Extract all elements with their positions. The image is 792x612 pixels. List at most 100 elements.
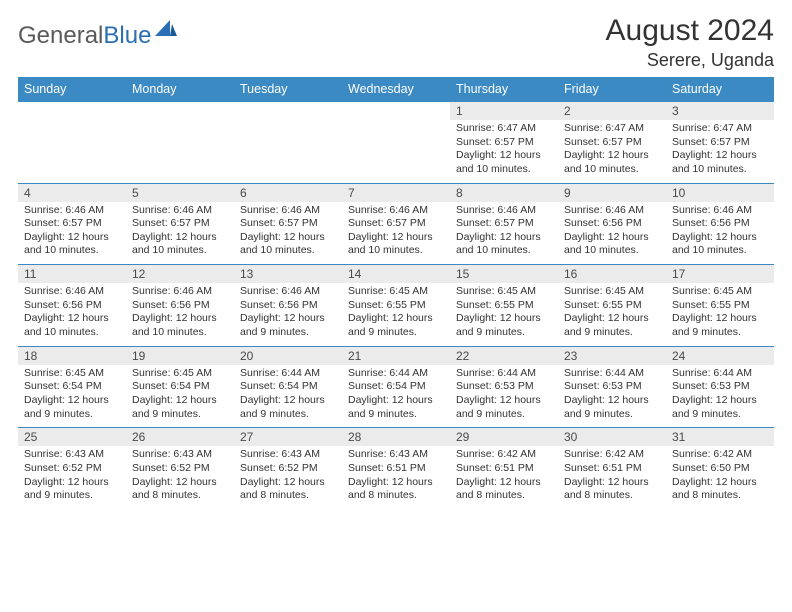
day-details: Sunrise: 6:45 AMSunset: 6:55 PMDaylight:… [450, 283, 558, 346]
sun-info-line: Sunset: 6:51 PM [564, 462, 660, 476]
sun-info-line: Sunrise: 6:43 AM [348, 448, 444, 462]
day-cell-body: Sunrise: 6:46 AMSunset: 6:57 PMDaylight:… [234, 202, 342, 265]
sun-info-line: Sunset: 6:51 PM [456, 462, 552, 476]
sun-info-line: Sunset: 6:55 PM [456, 299, 552, 313]
sun-info-line: Sunrise: 6:46 AM [564, 204, 660, 218]
sun-info-line: Sunset: 6:56 PM [564, 217, 660, 231]
sun-info-line: Daylight: 12 hours and 8 minutes. [456, 476, 552, 503]
day-details: Sunrise: 6:47 AMSunset: 6:57 PMDaylight:… [450, 120, 558, 183]
week-daynum-row: 18192021222324 [18, 346, 774, 365]
day-details: Sunrise: 6:44 AMSunset: 6:54 PMDaylight:… [342, 365, 450, 428]
day-cell-body: Sunrise: 6:43 AMSunset: 6:52 PMDaylight:… [126, 446, 234, 509]
sun-info-line: Daylight: 12 hours and 10 minutes. [132, 231, 228, 258]
sun-info-line: Daylight: 12 hours and 8 minutes. [564, 476, 660, 503]
day-cell-num: 12 [126, 265, 234, 284]
sun-info-line: Sunrise: 6:45 AM [24, 367, 120, 381]
day-cell-num: 11 [18, 265, 126, 284]
day-details [126, 120, 234, 180]
day-header: Monday [126, 77, 234, 102]
day-cell-body [234, 120, 342, 183]
sun-info-line: Sunrise: 6:44 AM [672, 367, 768, 381]
sun-info-line: Sunset: 6:55 PM [564, 299, 660, 313]
sun-info-line: Sunset: 6:57 PM [132, 217, 228, 231]
sun-info-line: Sunrise: 6:44 AM [456, 367, 552, 381]
sun-info-line: Daylight: 12 hours and 10 minutes. [564, 149, 660, 176]
day-cell-num: 4 [18, 183, 126, 202]
sun-info-line: Sunrise: 6:46 AM [132, 204, 228, 218]
day-cell-num: 17 [666, 265, 774, 284]
sun-info-line: Sunrise: 6:45 AM [348, 285, 444, 299]
day-number: 9 [558, 184, 666, 202]
sun-info-line: Daylight: 12 hours and 9 minutes. [348, 312, 444, 339]
day-cell-num: 6 [234, 183, 342, 202]
sun-info-line: Daylight: 12 hours and 10 minutes. [24, 312, 120, 339]
sun-info-line: Sunrise: 6:43 AM [132, 448, 228, 462]
week-body-row: Sunrise: 6:46 AMSunset: 6:56 PMDaylight:… [18, 283, 774, 346]
day-details: Sunrise: 6:46 AMSunset: 6:56 PMDaylight:… [18, 283, 126, 346]
sun-info-line: Daylight: 12 hours and 9 minutes. [24, 476, 120, 503]
calendar-page: GeneralBlue August 2024 Serere, Uganda S… [0, 0, 792, 519]
day-details: Sunrise: 6:42 AMSunset: 6:50 PMDaylight:… [666, 446, 774, 509]
sun-info-line: Sunrise: 6:46 AM [240, 285, 336, 299]
day-number: 5 [126, 184, 234, 202]
sun-info-line: Sunrise: 6:42 AM [564, 448, 660, 462]
day-cell-body: Sunrise: 6:42 AMSunset: 6:51 PMDaylight:… [450, 446, 558, 509]
day-cell-num [342, 102, 450, 121]
sun-info-line: Daylight: 12 hours and 9 minutes. [240, 312, 336, 339]
day-details: Sunrise: 6:43 AMSunset: 6:52 PMDaylight:… [126, 446, 234, 509]
day-cell-num: 16 [558, 265, 666, 284]
day-details [342, 120, 450, 180]
day-cell-body: Sunrise: 6:45 AMSunset: 6:54 PMDaylight:… [126, 365, 234, 428]
day-details: Sunrise: 6:46 AMSunset: 6:56 PMDaylight:… [666, 202, 774, 265]
day-cell-num: 27 [234, 428, 342, 447]
logo: GeneralBlue [18, 20, 177, 51]
day-cell-body: Sunrise: 6:46 AMSunset: 6:56 PMDaylight:… [126, 283, 234, 346]
day-cell-body: Sunrise: 6:47 AMSunset: 6:57 PMDaylight:… [450, 120, 558, 183]
day-details: Sunrise: 6:44 AMSunset: 6:54 PMDaylight:… [234, 365, 342, 428]
day-details: Sunrise: 6:43 AMSunset: 6:52 PMDaylight:… [18, 446, 126, 509]
sun-info-line: Sunset: 6:52 PM [132, 462, 228, 476]
day-details: Sunrise: 6:43 AMSunset: 6:51 PMDaylight:… [342, 446, 450, 509]
day-details: Sunrise: 6:43 AMSunset: 6:52 PMDaylight:… [234, 446, 342, 509]
day-number [126, 102, 234, 120]
day-cell-body: Sunrise: 6:44 AMSunset: 6:54 PMDaylight:… [342, 365, 450, 428]
day-cell-num: 22 [450, 346, 558, 365]
day-cell-body: Sunrise: 6:45 AMSunset: 6:55 PMDaylight:… [342, 283, 450, 346]
day-number: 10 [666, 184, 774, 202]
day-details: Sunrise: 6:44 AMSunset: 6:53 PMDaylight:… [450, 365, 558, 428]
sun-info-line: Daylight: 12 hours and 9 minutes. [564, 394, 660, 421]
day-cell-num: 30 [558, 428, 666, 447]
day-cell-num: 25 [18, 428, 126, 447]
day-number: 14 [342, 265, 450, 283]
sun-info-line: Sunrise: 6:46 AM [24, 204, 120, 218]
day-number: 20 [234, 347, 342, 365]
day-details: Sunrise: 6:46 AMSunset: 6:56 PMDaylight:… [126, 283, 234, 346]
sun-info-line: Sunset: 6:57 PM [564, 136, 660, 150]
sun-info-line: Sunset: 6:57 PM [456, 136, 552, 150]
sun-info-line: Daylight: 12 hours and 10 minutes. [132, 312, 228, 339]
sun-info-line: Sunset: 6:55 PM [348, 299, 444, 313]
day-cell-num: 29 [450, 428, 558, 447]
day-number: 27 [234, 428, 342, 446]
day-cell-body: Sunrise: 6:46 AMSunset: 6:56 PMDaylight:… [558, 202, 666, 265]
sun-info-line: Sunset: 6:52 PM [24, 462, 120, 476]
day-number: 17 [666, 265, 774, 283]
sun-info-line: Sunrise: 6:43 AM [24, 448, 120, 462]
sun-info-line: Daylight: 12 hours and 9 minutes. [672, 312, 768, 339]
sun-info-line: Sunset: 6:56 PM [24, 299, 120, 313]
day-cell-num: 2 [558, 102, 666, 121]
sun-info-line: Daylight: 12 hours and 8 minutes. [348, 476, 444, 503]
sun-info-line: Daylight: 12 hours and 9 minutes. [24, 394, 120, 421]
sun-info-line: Sunset: 6:57 PM [24, 217, 120, 231]
calendar-body: 123Sunrise: 6:47 AMSunset: 6:57 PMDaylig… [18, 102, 774, 509]
sun-info-line: Sunrise: 6:44 AM [348, 367, 444, 381]
sun-info-line: Daylight: 12 hours and 10 minutes. [456, 231, 552, 258]
day-number: 2 [558, 102, 666, 120]
sun-info-line: Daylight: 12 hours and 10 minutes. [564, 231, 660, 258]
day-cell-body: Sunrise: 6:46 AMSunset: 6:56 PMDaylight:… [666, 202, 774, 265]
week-body-row: Sunrise: 6:45 AMSunset: 6:54 PMDaylight:… [18, 365, 774, 428]
sun-info-line: Daylight: 12 hours and 10 minutes. [24, 231, 120, 258]
day-number: 29 [450, 428, 558, 446]
day-details: Sunrise: 6:46 AMSunset: 6:56 PMDaylight:… [558, 202, 666, 265]
day-cell-body: Sunrise: 6:42 AMSunset: 6:51 PMDaylight:… [558, 446, 666, 509]
